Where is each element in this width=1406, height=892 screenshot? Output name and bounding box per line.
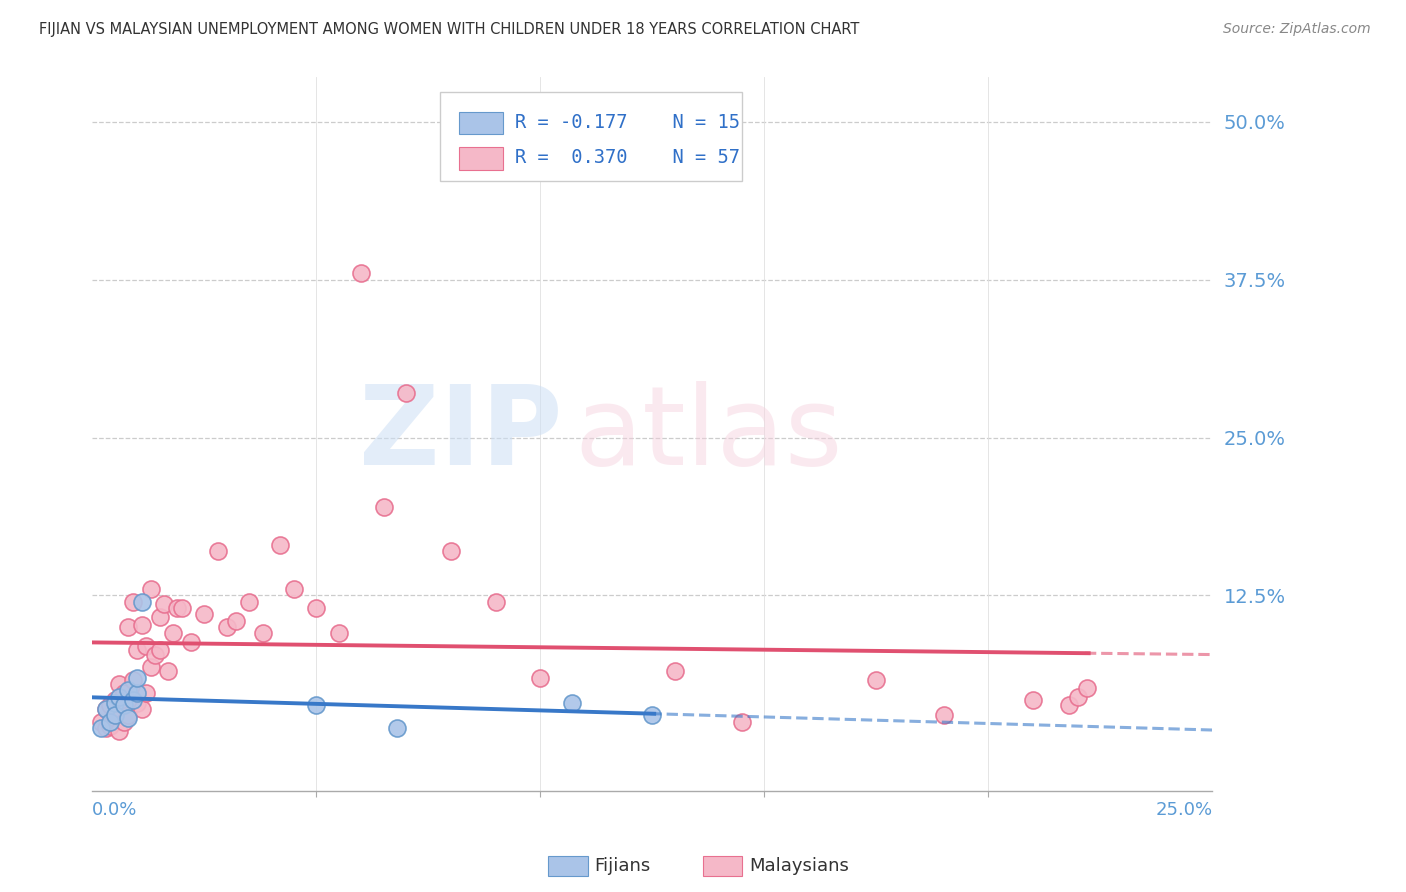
Point (305, 698, 328, 713)
Point (283, 582, 305, 596)
Point (305, 601, 328, 615)
Point (90, 721, 112, 735)
Text: FIJIAN VS MALAYSIAN UNEMPLOYMENT AMONG WOMEN WITH CHILDREN UNDER 18 YEARS CORREL: FIJIAN VS MALAYSIAN UNEMPLOYMENT AMONG W… (39, 22, 859, 37)
Text: 0.0%: 0.0% (93, 801, 138, 820)
Bar (458, 112, 503, 135)
Point (108, 723, 131, 738)
Point (121, 673, 143, 687)
Point (94, 721, 117, 735)
Point (131, 595, 153, 609)
Point (112, 686, 135, 700)
Point (1022, 693, 1045, 707)
Point (127, 686, 149, 700)
Point (104, 696, 127, 710)
Point (664, 665, 686, 679)
Point (385, 721, 408, 735)
Point (94, 702, 117, 716)
Point (117, 708, 139, 723)
Point (104, 693, 127, 707)
Point (117, 683, 139, 698)
Point (153, 597, 176, 611)
Point (269, 538, 291, 552)
Point (932, 708, 955, 723)
Point (215, 620, 238, 634)
Point (731, 714, 754, 729)
Text: 25.0%: 25.0% (1156, 801, 1212, 820)
FancyBboxPatch shape (440, 92, 742, 181)
Point (94, 702, 117, 716)
Text: R =  0.370    N = 57: R = 0.370 N = 57 (515, 148, 740, 167)
Point (238, 595, 260, 609)
Point (98, 714, 121, 729)
Point (108, 702, 131, 716)
Text: atlas: atlas (574, 381, 842, 488)
Point (148, 610, 170, 624)
Point (108, 677, 131, 691)
Point (225, 614, 247, 628)
Point (1057, 698, 1080, 713)
Point (865, 673, 887, 687)
Text: Malaysians: Malaysians (749, 857, 849, 875)
Point (139, 660, 162, 674)
Text: ZIP: ZIP (360, 381, 562, 488)
Point (135, 639, 157, 653)
Point (121, 595, 143, 609)
Point (328, 626, 350, 640)
Point (1076, 681, 1098, 695)
Point (207, 544, 229, 558)
Point (112, 714, 135, 729)
Point (373, 500, 395, 514)
Point (1067, 690, 1090, 704)
Point (180, 635, 202, 649)
Point (98, 698, 121, 713)
Point (121, 693, 143, 707)
Point (104, 711, 127, 725)
Point (90, 714, 112, 729)
Point (143, 648, 166, 662)
Point (127, 671, 149, 685)
Point (127, 642, 149, 657)
Text: Fijians: Fijians (595, 857, 651, 875)
Point (529, 671, 551, 685)
Point (395, 386, 418, 401)
Point (157, 665, 180, 679)
Point (98, 718, 121, 732)
Point (127, 696, 149, 710)
Point (350, 266, 373, 280)
Point (484, 595, 506, 609)
Point (135, 686, 157, 700)
Point (561, 696, 583, 710)
Point (148, 642, 170, 657)
Point (104, 708, 127, 723)
Point (139, 582, 162, 596)
Point (117, 620, 139, 634)
Point (170, 601, 193, 615)
Point (117, 711, 139, 725)
Point (112, 698, 135, 713)
Point (641, 708, 664, 723)
Point (131, 617, 153, 632)
Text: R = -0.177    N = 15: R = -0.177 N = 15 (515, 112, 740, 132)
Point (166, 601, 188, 615)
Point (131, 702, 153, 716)
Point (193, 607, 215, 622)
Point (252, 626, 274, 640)
Point (162, 626, 184, 640)
Point (440, 544, 463, 558)
Bar (458, 147, 503, 169)
Point (108, 690, 131, 704)
Text: Source: ZipAtlas.com: Source: ZipAtlas.com (1223, 22, 1371, 37)
